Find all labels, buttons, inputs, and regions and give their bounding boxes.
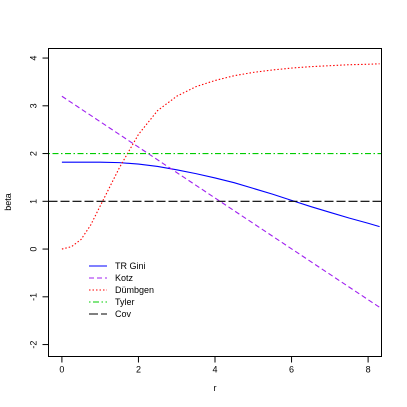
legend: TR Gini Kotz Dümbgen Tyler Cov [89, 261, 154, 319]
legend-label-d-mbgen: Dümbgen [115, 285, 154, 295]
x-axis: 0 2 4 6 8 [59, 356, 371, 375]
y-tick-label: -1 [29, 293, 39, 301]
x-tick-label: 6 [289, 365, 294, 375]
x-tick-label: 4 [212, 365, 217, 375]
y-tick-label: -2 [29, 341, 39, 349]
legend-label-tr-gini: TR Gini [115, 261, 146, 271]
series-layer [48, 63, 382, 308]
y-tick-label: 2 [29, 151, 39, 156]
y-axis: -2 -1 0 1 2 3 4 [29, 56, 49, 349]
y-tick-label: 3 [29, 103, 39, 108]
y-axis-label: beta [3, 193, 13, 211]
y-tick-label: 4 [29, 56, 39, 61]
x-tick-label: 0 [59, 365, 64, 375]
x-tick-label: 8 [366, 365, 371, 375]
legend-label-kotz: Kotz [115, 273, 134, 283]
legend-label-tyler: Tyler [115, 297, 135, 307]
x-axis-label: r [214, 383, 217, 393]
x-tick-label: 2 [136, 365, 141, 375]
y-tick-label: 1 [29, 199, 39, 204]
series-line-tr-gini [61, 161, 380, 228]
y-tick-label: 0 [29, 247, 39, 252]
legend-label-cov: Cov [115, 309, 132, 319]
series-line-d-mbgen [61, 63, 380, 250]
